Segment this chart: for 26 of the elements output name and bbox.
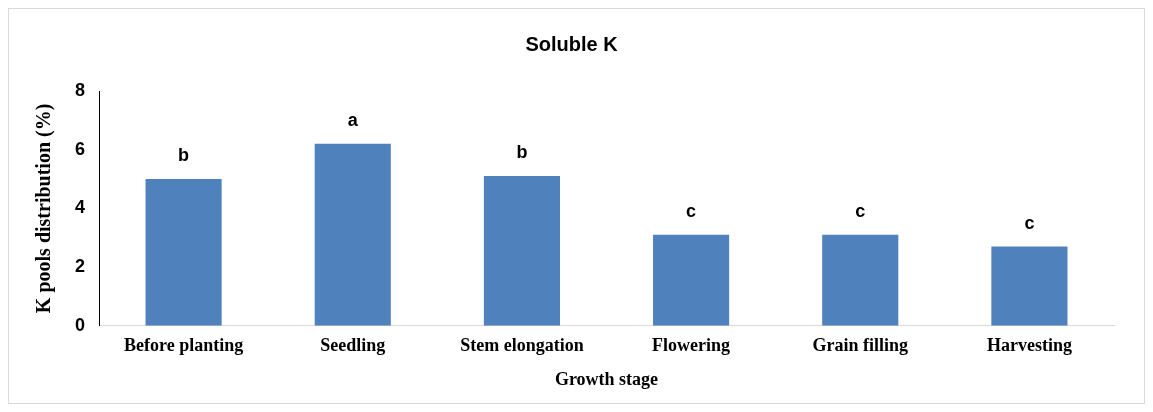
chart-title: Soluble K xyxy=(525,32,619,55)
x-axis-title: Growth stage xyxy=(554,368,659,389)
bar xyxy=(483,176,560,326)
bar xyxy=(822,234,899,326)
bar xyxy=(653,234,730,326)
x-tick-label: Stem elongation xyxy=(460,335,584,356)
data-label: b xyxy=(178,145,190,166)
y-tick-label: 0 xyxy=(75,314,86,335)
x-tick-label: Harvesting xyxy=(986,335,1072,356)
x-tick-label: Seedling xyxy=(320,335,386,356)
bar xyxy=(145,179,222,326)
x-tick-label: Before planting xyxy=(124,335,244,356)
x-tick-label: Flowering xyxy=(652,335,731,356)
y-tick-label: 8 xyxy=(75,79,86,100)
data-label: a xyxy=(347,109,359,130)
y-axis-title: K pools distribution (%) xyxy=(32,103,56,314)
y-tick-label: 4 xyxy=(75,197,86,218)
data-label: b xyxy=(516,142,528,163)
y-tick-label: 6 xyxy=(75,138,86,159)
data-label: c xyxy=(686,200,697,221)
data-label: c xyxy=(855,200,866,221)
bar xyxy=(991,246,1068,326)
data-label: c xyxy=(1024,212,1035,233)
x-tick-label: Grain filling xyxy=(812,335,909,356)
bar xyxy=(314,143,391,326)
y-tick-label: 2 xyxy=(75,256,86,277)
